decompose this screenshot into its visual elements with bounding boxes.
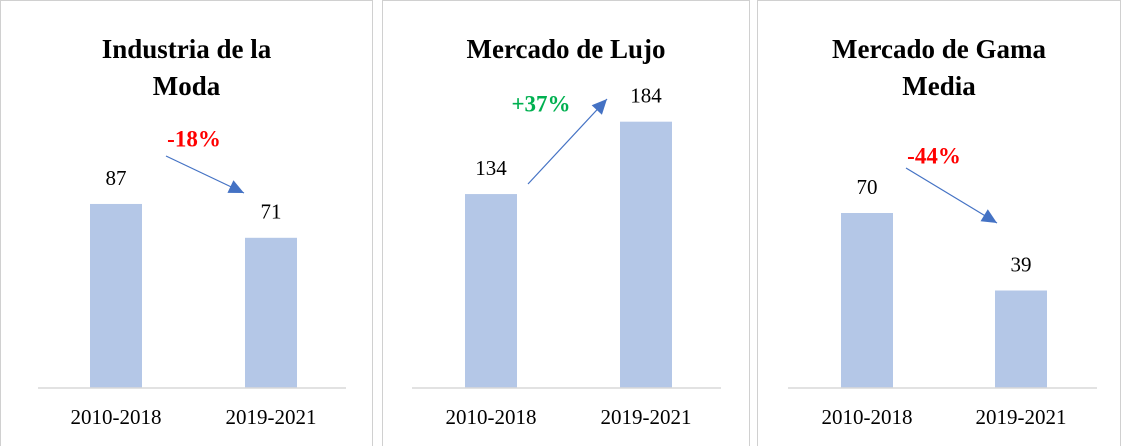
x-tick-label: 2010-2018 (71, 405, 162, 429)
value-label: 184 (630, 83, 662, 107)
value-label: 39 (1011, 252, 1032, 276)
arrow-head (591, 99, 607, 115)
chart-title: Mercado de Gama Media (832, 34, 1046, 101)
chart: 134 2010-2018 184 2019-2021 +37% (412, 83, 721, 429)
value-label: 134 (475, 156, 507, 180)
chart: 87 2010-2018 71 2019-2021 -18% (38, 126, 346, 429)
annotation: +37% (511, 91, 570, 116)
chart-panel: 134 2010-2018 184 2019-2021 +37% Mercado de L… (382, 0, 750, 446)
annotation: -44% (907, 143, 961, 168)
arrow-head (980, 209, 997, 223)
value-label: 71 (261, 200, 282, 224)
bar (90, 203, 142, 388)
bar (841, 213, 893, 388)
x-tick-label: 2019-2021 (601, 405, 692, 429)
chart-title: Mercado de Lujo (466, 34, 666, 64)
value-label: 70 (857, 175, 878, 199)
bar (465, 194, 517, 388)
x-tick-label: 2010-2018 (446, 405, 537, 429)
bar (995, 290, 1047, 388)
chart: 70 2010-2018 39 2019-2021 -44% (788, 143, 1097, 429)
chart-panel: 87 2010-2018 71 2019-2021 -18% Industria de l… (0, 0, 373, 446)
bar (620, 121, 672, 389)
chart-panel: 70 2010-2018 39 2019-2021 -44% Mercado de Gam… (757, 0, 1121, 446)
arrow-head (227, 180, 244, 193)
value-label: 87 (106, 166, 127, 190)
x-tick-label: 2019-2021 (976, 405, 1067, 429)
chart-title: Industria de la Moda (101, 34, 272, 101)
annotation: -18% (167, 126, 221, 151)
x-tick-label: 2010-2018 (822, 405, 913, 429)
trend-arrow (527, 98, 608, 185)
x-tick-label: 2019-2021 (226, 405, 317, 429)
trend-arrow (905, 167, 998, 224)
bar (245, 237, 297, 388)
